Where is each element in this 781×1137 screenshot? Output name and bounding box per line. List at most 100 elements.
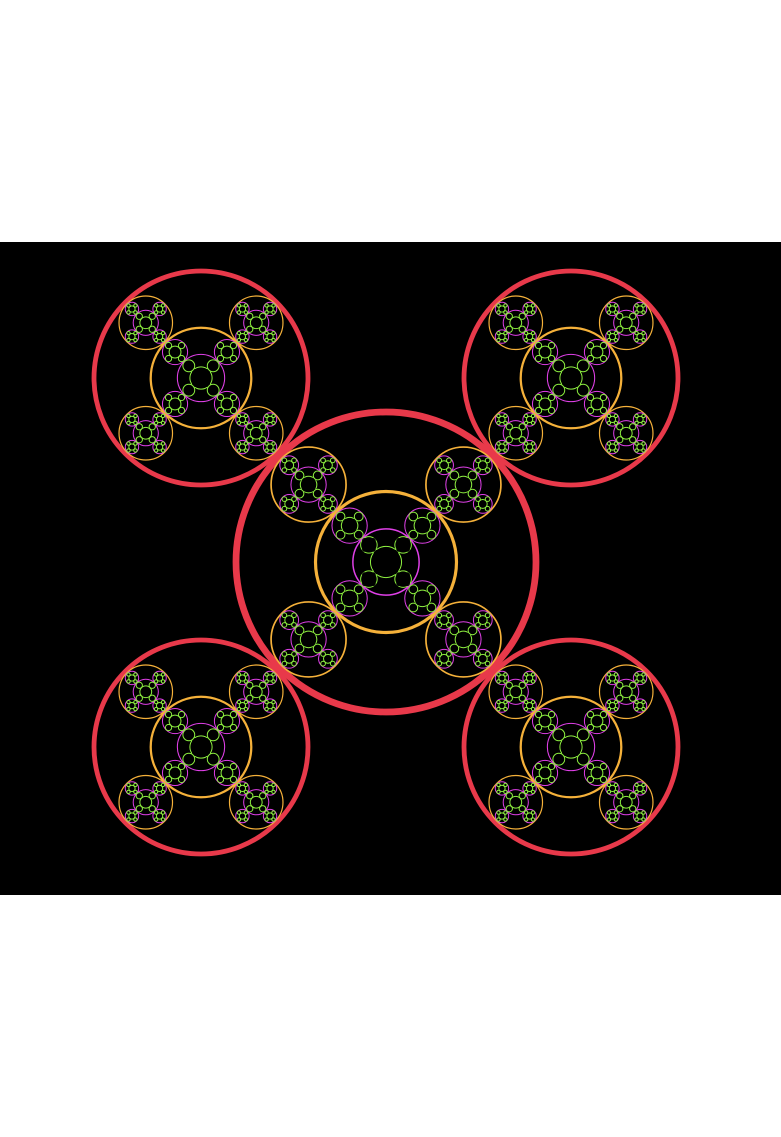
- ring-level-3: [613, 789, 640, 816]
- ring-level-4: [616, 694, 624, 702]
- ring-level-3: [262, 439, 278, 455]
- ring-level-2: [149, 695, 253, 799]
- ring-level-4: [177, 393, 186, 402]
- ring-level-4: [271, 337, 276, 343]
- ring-level-4: [484, 505, 491, 512]
- ring-level-4: [153, 810, 159, 815]
- ring-level-5: [459, 635, 468, 644]
- ring-level-3: [279, 494, 300, 514]
- fractal-group: [91, 268, 681, 857]
- ring-level-3: [213, 707, 241, 735]
- ring-level-4: [613, 789, 619, 795]
- ring-level-3: [613, 678, 640, 705]
- ring-level-5: [301, 477, 307, 483]
- ring-level-5: [579, 755, 587, 763]
- ring-level-4: [320, 651, 326, 657]
- ring-level-4: [496, 330, 501, 336]
- ring-level-3: [235, 781, 250, 796]
- ring-level-3: [243, 678, 270, 705]
- ring-level-3: [632, 301, 648, 317]
- ring-level-4: [353, 584, 364, 595]
- ring-level-2: [598, 295, 654, 351]
- ring-level-4: [530, 672, 536, 677]
- ring-level-3: [434, 494, 454, 514]
- ring-level-3: [124, 329, 140, 344]
- ring-level-4: [505, 325, 513, 333]
- ring-level-2: [598, 405, 654, 461]
- ring-level-4: [408, 602, 419, 613]
- ring-level-4: [135, 694, 143, 702]
- ring-level-2: [488, 295, 544, 351]
- ring-level-4: [243, 337, 249, 343]
- ring-level-4: [148, 325, 156, 333]
- ring-level-2: [519, 326, 623, 430]
- fractal-artwork: [0, 242, 781, 895]
- ring-level-3: [352, 528, 420, 596]
- ring-level-3: [494, 781, 510, 796]
- ring-level-3: [494, 698, 510, 713]
- ring-level-4: [329, 651, 336, 657]
- ring-level-5: [404, 572, 410, 578]
- ring-level-5: [428, 513, 435, 520]
- ring-level-3: [262, 670, 278, 686]
- ring-level-4: [525, 784, 534, 793]
- ring-level-4: [505, 436, 513, 444]
- ring-level-4: [264, 699, 269, 705]
- ring-level-2: [228, 774, 284, 830]
- ring-level-4: [264, 441, 269, 446]
- ring-level-4: [168, 766, 182, 780]
- ring-level-4: [590, 345, 604, 359]
- ring-level-4: [606, 782, 612, 788]
- ring-level-4: [641, 810, 646, 815]
- ring-level-3: [318, 648, 338, 669]
- ring-level-4: [606, 330, 612, 336]
- ring-level-4: [168, 397, 182, 411]
- ring-level-4: [496, 413, 501, 419]
- ring-level-5: [404, 546, 410, 552]
- ring-level-3: [605, 698, 620, 713]
- ring-level-4: [613, 337, 619, 343]
- ring-level-5: [424, 591, 430, 597]
- ring-level-4: [266, 415, 274, 424]
- ring-level-5: [428, 532, 435, 538]
- ring-level-4: [634, 441, 639, 446]
- ring-level-3: [161, 759, 189, 787]
- ring-level-5: [171, 348, 179, 356]
- ring-level-3: [235, 439, 250, 455]
- ring-level-5: [325, 501, 331, 507]
- ring-level-4: [126, 441, 131, 446]
- ring-level-5: [301, 486, 307, 492]
- ring-level-4: [503, 330, 508, 336]
- ring-level-4: [153, 672, 159, 677]
- ring-level-4: [281, 612, 288, 619]
- ring-level-5: [310, 641, 316, 647]
- ring-level-4: [586, 354, 595, 363]
- ring-level-4: [126, 706, 131, 712]
- ring-level-5: [223, 717, 231, 725]
- ring-level-3: [152, 329, 167, 344]
- ring-level-5: [428, 586, 435, 592]
- ring-level-4: [503, 303, 508, 308]
- ring-level-4: [238, 305, 247, 313]
- ring-level-4: [641, 817, 646, 822]
- ring-level-4: [320, 622, 326, 628]
- ring-level-4: [606, 441, 612, 446]
- ring-level-4: [503, 310, 508, 315]
- ring-level-4: [291, 651, 297, 657]
- ring-level-4: [238, 443, 247, 451]
- ring-level-4: [164, 406, 173, 415]
- ring-level-4: [503, 679, 508, 684]
- ring-level-4: [629, 312, 637, 320]
- ring-level-4: [281, 622, 288, 628]
- ring-level-5: [342, 591, 348, 597]
- ring-level-4: [259, 436, 267, 444]
- ring-level-4: [264, 782, 269, 788]
- ring-level-4: [177, 775, 186, 784]
- ring-level-4: [243, 448, 249, 453]
- ring-level-4: [335, 529, 346, 540]
- ring-level-3: [161, 338, 189, 366]
- ring-level-2: [488, 405, 544, 461]
- ring-level-3: [235, 808, 250, 824]
- ring-level-5: [512, 798, 520, 806]
- ring-level-4: [246, 681, 254, 689]
